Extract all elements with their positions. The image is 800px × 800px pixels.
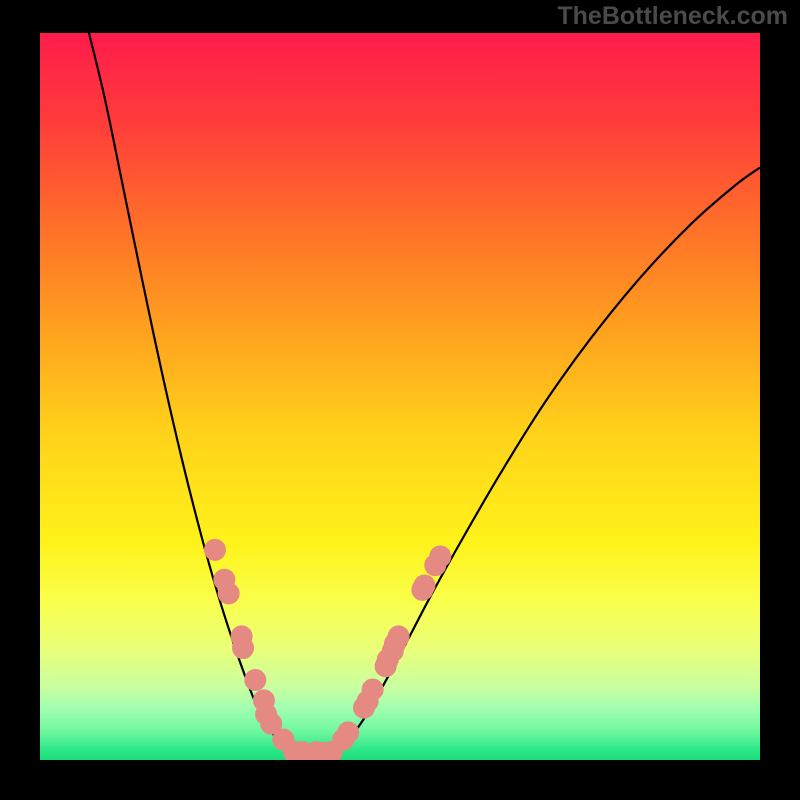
data-dot <box>362 679 383 700</box>
data-dot <box>430 546 451 567</box>
data-dot <box>388 626 409 647</box>
data-dot <box>338 722 359 743</box>
data-dot <box>218 583 239 604</box>
data-dot <box>414 575 435 596</box>
data-dot <box>245 670 266 691</box>
data-dot <box>204 539 225 560</box>
plot-svg <box>40 33 760 760</box>
stage: TheBottleneck.com <box>0 0 800 800</box>
watermark-text: TheBottleneck.com <box>557 2 788 31</box>
data-dot <box>233 638 254 659</box>
